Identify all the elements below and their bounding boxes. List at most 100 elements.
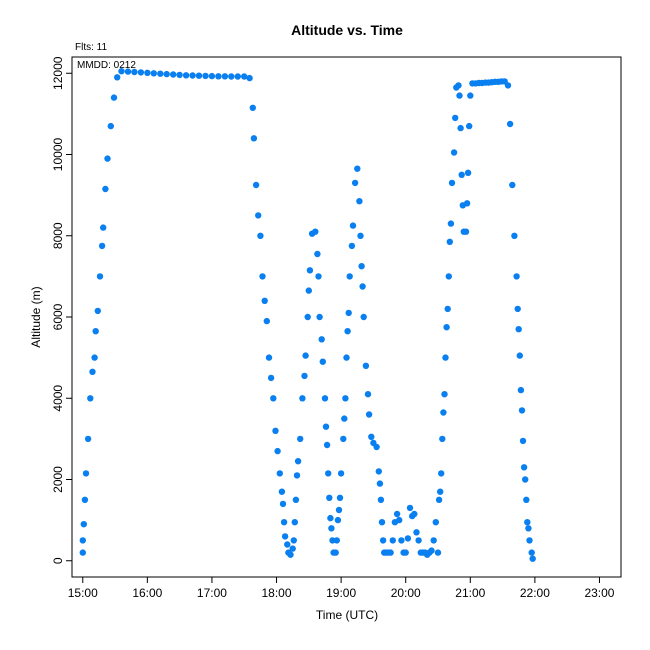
data-point <box>208 72 216 80</box>
data-point <box>357 232 364 239</box>
data-point <box>314 250 321 258</box>
data-point <box>170 71 177 78</box>
data-point <box>137 69 145 76</box>
data-point <box>87 395 94 402</box>
data-point <box>265 354 273 361</box>
data-point <box>297 435 304 443</box>
x-tick-label: 17:00 <box>197 586 227 600</box>
data-point <box>100 224 107 231</box>
data-point <box>259 273 266 280</box>
data-point <box>348 242 356 250</box>
data-point <box>249 104 256 112</box>
data-point <box>144 69 151 77</box>
data-point <box>520 464 528 471</box>
data-point <box>342 395 349 402</box>
data-point <box>312 228 319 235</box>
data-point <box>415 537 422 544</box>
data-point <box>467 92 474 99</box>
data-point <box>360 313 367 321</box>
data-point <box>504 82 512 89</box>
data-point <box>163 70 170 78</box>
data-point <box>261 297 268 304</box>
data-point <box>434 549 442 556</box>
data-point <box>509 181 516 189</box>
data-point <box>290 537 297 544</box>
data-point <box>335 506 343 514</box>
data-point <box>511 232 518 239</box>
data-point <box>274 447 281 455</box>
data-point <box>402 549 409 556</box>
data-point <box>81 496 89 503</box>
data-point <box>466 122 473 130</box>
x-tick-label: 23:00 <box>584 586 614 600</box>
x-tick-label: 16:00 <box>132 586 162 600</box>
data-point <box>252 181 260 189</box>
y-axis-label: Altitude (m) <box>29 286 43 347</box>
data-point <box>413 529 420 536</box>
data-point <box>341 415 348 422</box>
data-point <box>513 273 520 280</box>
data-point <box>526 537 533 544</box>
data-point <box>176 71 183 79</box>
data-point <box>462 228 470 235</box>
data-point <box>378 519 386 526</box>
data-point <box>79 537 87 544</box>
data-point <box>150 70 157 77</box>
plot-frame <box>71 56 622 578</box>
data-point <box>326 494 333 501</box>
data-point <box>362 362 370 369</box>
data-point <box>398 537 405 544</box>
data-point <box>228 73 235 80</box>
data-point <box>358 263 365 270</box>
data-point <box>263 317 270 325</box>
data-point <box>445 273 452 280</box>
data-point <box>327 514 334 522</box>
data-point <box>316 313 323 321</box>
data-point <box>84 435 92 443</box>
data-point <box>515 326 522 333</box>
data-point <box>430 537 437 544</box>
data-point <box>457 124 464 132</box>
data-point <box>446 238 453 245</box>
data-point <box>280 519 288 526</box>
data-point <box>202 72 209 80</box>
y-tick-label: 4000 <box>51 385 65 412</box>
data-point <box>131 68 138 76</box>
date-annotation: MMDD: 0212 <box>77 60 136 71</box>
data-point <box>246 74 253 82</box>
data-point <box>195 72 203 79</box>
data-point <box>299 395 306 402</box>
data-point <box>435 496 443 503</box>
data-point <box>441 391 448 398</box>
data-point <box>432 519 439 526</box>
data-point <box>376 480 384 487</box>
data-point <box>98 242 106 250</box>
data-point <box>345 309 352 317</box>
chart-labels: Altitude vs. Time Flts: 11 MMDD: 0212 Ti… <box>29 22 403 622</box>
data-point <box>325 470 332 477</box>
data-point <box>389 537 396 544</box>
data-point <box>276 470 283 477</box>
data-point <box>377 496 385 503</box>
x-tick-label: 20:00 <box>391 586 421 600</box>
data-point <box>270 395 277 402</box>
data-point <box>393 510 401 518</box>
data-point <box>250 135 258 142</box>
data-point <box>411 510 418 518</box>
data-point <box>96 273 104 280</box>
data-point <box>524 519 531 526</box>
data-points <box>79 68 536 562</box>
data-point <box>189 72 196 79</box>
data-point <box>452 114 459 122</box>
data-point <box>464 169 472 176</box>
data-point <box>89 368 96 375</box>
data-point <box>351 179 359 187</box>
y-tick-label: 10000 <box>51 137 65 171</box>
data-point <box>379 537 387 544</box>
data-point <box>322 423 330 430</box>
data-point <box>359 283 366 290</box>
data-point <box>455 82 462 89</box>
data-point <box>337 470 345 477</box>
data-point <box>272 427 279 434</box>
